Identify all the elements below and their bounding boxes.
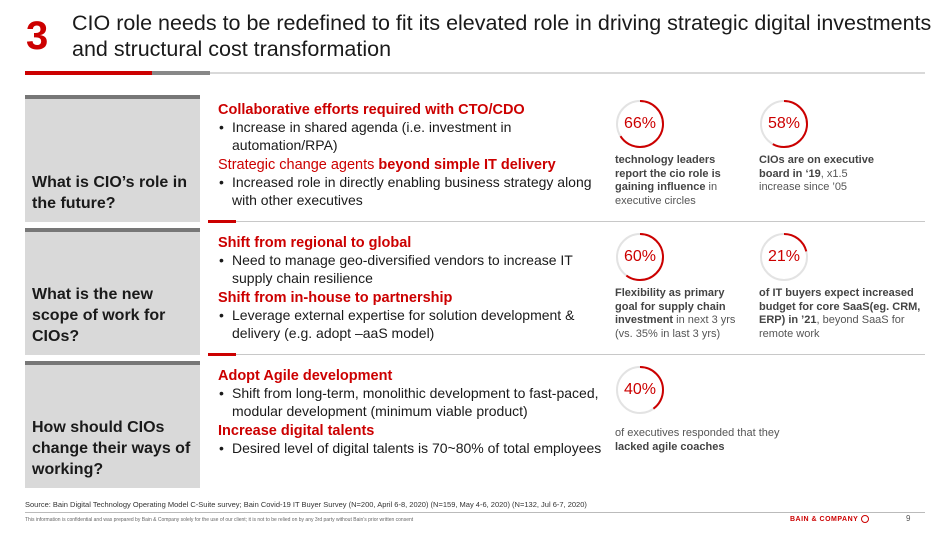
- page-number: 9: [906, 514, 911, 523]
- section-body: Adopt Agile development Shift from long-…: [218, 367, 608, 458]
- bullet-text: Need to manage geo-diversified vendors t…: [218, 252, 608, 287]
- percentage-ring: 58%: [759, 99, 809, 149]
- question-box: What is CIO’s role in the future?: [25, 95, 200, 222]
- stat-description: Flexibility as primary goal for supply c…: [615, 287, 750, 341]
- brand-name: BAIN & COMPANY: [790, 515, 859, 523]
- ring-arc: [760, 233, 808, 281]
- footer-divider: [25, 512, 925, 513]
- bullet-text: Shift from long-term, monolithic develop…: [218, 385, 608, 420]
- ring-graphic: [760, 100, 808, 148]
- bullet-text: Leverage external expertise for solution…: [218, 307, 608, 342]
- stat-value: 21%: [767, 248, 801, 265]
- desc-bold: technology leaders report the cio role i…: [615, 154, 721, 193]
- ring-arc: [616, 100, 664, 148]
- heading-bold-part: beyond simple IT delivery: [378, 157, 556, 173]
- stat-60: 60% Flexibility as primary goal for supp…: [615, 232, 750, 341]
- desc-plain: of executives responded that they: [615, 427, 780, 439]
- bullet-text: Desired level of digital talents is 70~8…: [218, 440, 608, 458]
- section-body: Shift from regional to global Need to ma…: [218, 234, 608, 342]
- stat-description: technology leaders report the cio role i…: [615, 154, 740, 208]
- section-scope-of-work: What is the new scope of work for CIOs? …: [25, 228, 925, 356]
- stat-40: 40% of executives responded that they la…: [615, 365, 815, 454]
- ring-arc: [760, 100, 808, 148]
- section-accent: [208, 220, 236, 223]
- block-heading: Increase digital talents: [218, 423, 375, 439]
- ring-graphic: [616, 366, 664, 414]
- disclaimer-text: This information is confidential and was…: [25, 517, 414, 523]
- source-note: Source: Bain Digital Technology Operatin…: [25, 500, 587, 509]
- title-divider: [25, 72, 925, 74]
- ring-arc: [616, 366, 664, 414]
- desc-bold: Flexibility as primary goal for supply c…: [615, 287, 726, 326]
- desc-rest: in next 3 yrs (vs. 35% in last 3 yrs): [615, 314, 736, 340]
- question-box: What is the new scope of work for CIOs?: [25, 228, 200, 355]
- block-heading: Shift from regional to global: [218, 235, 412, 251]
- stat-value: 40%: [623, 381, 657, 398]
- slide-title: CIO role needs to be redefined to fit it…: [72, 11, 932, 61]
- ring-graphic: [760, 233, 808, 281]
- stat-value: 60%: [623, 248, 657, 265]
- section-divider: [218, 221, 925, 222]
- stat-description: CIOs are on executive board in ‘19, x1.5…: [759, 154, 889, 195]
- stat-value: 58%: [767, 115, 801, 132]
- desc-bold: lacked agile coaches: [615, 440, 725, 453]
- percentage-ring: 21%: [759, 232, 809, 282]
- section-divider: [218, 354, 925, 355]
- desc-rest: , beyond SaaS for remote work: [759, 314, 905, 340]
- desc-rest: in executive circles: [615, 181, 718, 207]
- desc-bold: of IT buyers expect increased budget for…: [759, 287, 921, 326]
- bullet-text: Increase in shared agenda (i.e. investme…: [218, 119, 608, 154]
- bullet-text: Increased role in directly enabling busi…: [218, 174, 608, 209]
- block-heading: Strategic change agents beyond simple IT…: [218, 156, 608, 174]
- brand-circle-icon: [861, 515, 870, 523]
- ring-arc: [616, 233, 664, 281]
- question-box: How should CIOs change their ways of wor…: [25, 361, 200, 488]
- block-heading: Collaborative efforts required with CTO/…: [218, 102, 525, 118]
- percentage-ring: 40%: [615, 365, 665, 415]
- stat-21: 21% of IT buyers expect increased budget…: [759, 232, 921, 341]
- question-text: What is the new scope of work for CIOs?: [32, 286, 166, 345]
- brand-logo: BAIN & COMPANY: [790, 515, 870, 523]
- section-cio-role: What is CIO’s role in the future? Collab…: [25, 95, 925, 223]
- block-heading: Shift from in-house to partnership: [218, 290, 453, 306]
- slide-number: 3: [26, 14, 49, 58]
- ring-graphic: [616, 233, 664, 281]
- section-accent: [208, 353, 236, 356]
- percentage-ring: 60%: [615, 232, 665, 282]
- question-text: How should CIOs change their ways of wor…: [32, 419, 191, 478]
- block-heading: Adopt Agile development: [218, 368, 393, 384]
- title-divider-gray: [152, 71, 210, 75]
- heading-plain-part: Strategic change agents: [218, 157, 379, 173]
- slide-header: 3 CIO role needs to be redefined to fit …: [0, 0, 941, 80]
- desc-bold: CIOs are on executive board in ‘19: [759, 154, 874, 180]
- stat-value: 66%: [623, 115, 657, 132]
- section-body: Collaborative efforts required with CTO/…: [218, 101, 608, 209]
- stat-66: 66% technology leaders report the cio ro…: [615, 99, 740, 208]
- percentage-ring: 66%: [615, 99, 665, 149]
- ring-graphic: [616, 100, 664, 148]
- stat-description: of executives responded that they lacked…: [615, 427, 815, 454]
- stat-58: 58% CIOs are on executive board in ‘19, …: [759, 99, 889, 195]
- section-ways-of-working: How should CIOs change their ways of wor…: [25, 361, 925, 488]
- stat-description: of IT buyers expect increased budget for…: [759, 287, 921, 341]
- desc-rest: , x1.5 increase since ’05: [759, 167, 848, 194]
- question-text: What is CIO’s role in the future?: [32, 174, 187, 212]
- title-divider-accent: [25, 71, 152, 75]
